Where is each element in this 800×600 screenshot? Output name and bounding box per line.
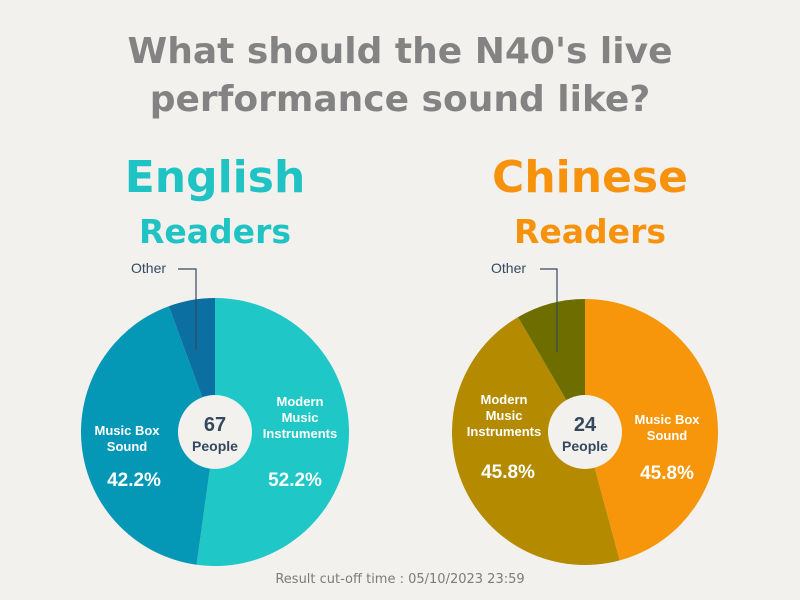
result-cutoff-footer: Result cut-off time : 05/10/2023 23:59	[275, 572, 525, 587]
english-slice-music-box-sound	[81, 306, 215, 565]
title-line-2: performance sound like?	[149, 79, 651, 120]
english-pct-modern-music-instruments: 52.2%	[268, 470, 322, 491]
chinese-center-badge	[548, 395, 622, 469]
english-heading-line-1: English	[124, 152, 306, 203]
chinese-slice-modern-music-instruments	[451, 317, 620, 566]
chinese-label-music-box-sound: Music Box Sound	[634, 412, 700, 443]
chart-title: What should the N40's live performance s…	[0, 28, 800, 124]
english-pct-music-box-sound: 42.2%	[107, 470, 161, 491]
english-slice-modern-music-instruments	[196, 298, 350, 567]
english-center-badge	[178, 395, 252, 469]
chinese-heading-line-1: Chinese	[492, 152, 688, 203]
chinese-heading-line-2: Readers	[514, 212, 666, 251]
english-label-other: Other	[131, 260, 166, 276]
english-total-unit: People	[192, 438, 238, 454]
english-label-modern-music-instruments: Modern Music Instruments	[263, 394, 337, 441]
chinese-label-other: Other	[491, 260, 526, 276]
english-total-count: 67	[204, 414, 226, 436]
chinese-pct-modern-music-instruments: 45.8%	[481, 462, 535, 483]
english-heading-line-2: Readers	[139, 212, 291, 251]
english-label-music-box-sound: Music Box Sound	[94, 423, 160, 454]
chinese-total-unit: People	[562, 438, 608, 454]
chinese-slice-music-box-sound	[585, 299, 719, 561]
english-other-leader-line	[178, 268, 197, 350]
chinese-pct-music-box-sound: 45.8%	[640, 463, 694, 484]
english-readers-heading: English Readers	[95, 150, 335, 258]
chinese-total-count: 24	[574, 414, 597, 436]
chinese-other-leader-line	[540, 268, 558, 352]
chinese-slice-other	[518, 299, 585, 432]
title-line-1: What should the N40's live	[127, 31, 673, 72]
chinese-readers-heading: Chinese Readers	[470, 150, 710, 258]
chinese-label-modern-music-instruments: Modern Music Instruments	[467, 392, 541, 439]
